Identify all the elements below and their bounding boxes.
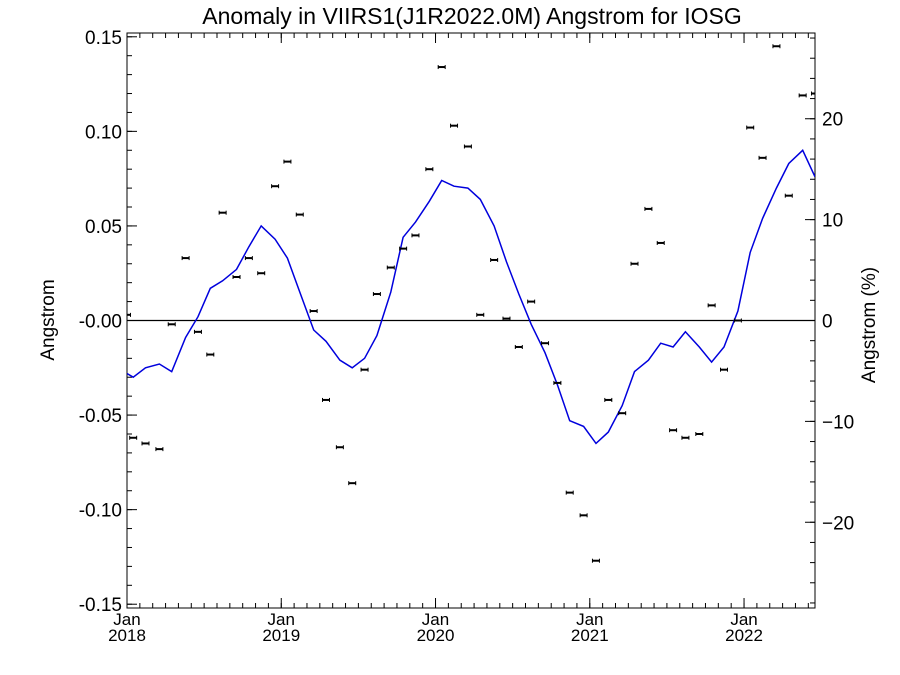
data-point <box>348 481 357 486</box>
y-tick-label: 0.15 <box>85 28 122 49</box>
data-point <box>271 184 280 189</box>
x-tick-year: 2019 <box>262 626 300 645</box>
data-point <box>681 435 690 440</box>
x-tick-month: Jan <box>576 610 603 629</box>
data-point <box>167 322 176 327</box>
y-tick-label: -0.10 <box>79 501 122 522</box>
data-point <box>335 445 344 450</box>
plot-area: 0.15 0.10 0.05 -0.00 -0.05 -0.10 -0.15 20 10 0 −10… <box>79 28 855 645</box>
data-point <box>411 233 420 238</box>
data-point <box>618 411 627 416</box>
data-point <box>425 167 434 172</box>
x-tick-year: 2020 <box>417 626 455 645</box>
y-tick-label: -0.00 <box>79 312 122 333</box>
chart-title: Anomaly in VIIRS1(J1R2022.0M) Angstrom f… <box>202 3 741 29</box>
y-axis-label: Angstrom <box>38 279 59 360</box>
data-point <box>541 341 550 346</box>
data-point <box>218 210 227 215</box>
data-point <box>784 193 793 198</box>
y2-tick-label: 10 <box>822 211 843 232</box>
data-point <box>386 265 395 270</box>
y2-tick-label: 0 <box>822 312 833 333</box>
data-point <box>591 558 600 563</box>
data-point <box>283 159 292 164</box>
data-point <box>321 397 330 402</box>
data-point <box>772 44 781 49</box>
data-point <box>127 312 131 317</box>
y-tick-label: 0.10 <box>85 122 122 143</box>
data-point <box>798 93 807 98</box>
data-point <box>141 441 150 446</box>
data-point <box>811 91 815 96</box>
data-point <box>719 367 728 372</box>
data-point <box>232 274 241 279</box>
data-point <box>579 513 588 518</box>
data-point <box>630 261 639 266</box>
x-tick-year: 2021 <box>571 626 609 645</box>
x-tick-year: 2018 <box>108 626 146 645</box>
x-tick-month: Jan <box>268 610 295 629</box>
y2-tick-label: 20 <box>822 110 843 131</box>
data-point <box>746 125 755 130</box>
data-point <box>758 155 767 160</box>
y2-tick-label: −10 <box>822 412 854 433</box>
data-point <box>733 318 742 323</box>
data-point <box>193 329 202 334</box>
data-point <box>437 65 446 70</box>
y-tick-label: -0.15 <box>79 595 122 616</box>
data-point <box>476 312 485 317</box>
x-tick-month: Jan <box>730 610 757 629</box>
y2-tick-label: −20 <box>822 513 854 534</box>
x-tick-year: 2022 <box>725 626 763 645</box>
data-point <box>707 303 716 308</box>
y-tick-label: 0.05 <box>85 217 122 238</box>
data-point <box>450 123 459 128</box>
data-point <box>604 397 613 402</box>
data-point <box>181 256 190 261</box>
y-tick-label: -0.05 <box>79 406 122 427</box>
data-point <box>155 447 164 452</box>
data-point <box>372 292 381 297</box>
data-point <box>257 271 266 276</box>
data-point <box>695 431 704 436</box>
data-point <box>490 257 499 262</box>
data-point <box>502 316 511 321</box>
y2-axis-label: Angstrom (%) <box>859 267 880 383</box>
data-point <box>669 428 678 433</box>
data-point <box>309 309 318 314</box>
data-point <box>514 344 523 349</box>
data-point <box>644 206 653 211</box>
data-point <box>295 212 304 217</box>
data-point <box>527 299 536 304</box>
data-point <box>244 256 253 261</box>
data-point <box>360 367 369 372</box>
data-point <box>463 144 472 149</box>
data-point <box>553 380 562 385</box>
data-point <box>129 435 138 440</box>
data-point <box>565 490 574 495</box>
data-point <box>206 352 215 357</box>
data-point <box>399 246 408 251</box>
data-point <box>656 240 665 245</box>
x-tick-month: Jan <box>422 610 449 629</box>
x-tick-month: Jan <box>113 610 140 629</box>
smoothed-series-line <box>127 149 815 445</box>
